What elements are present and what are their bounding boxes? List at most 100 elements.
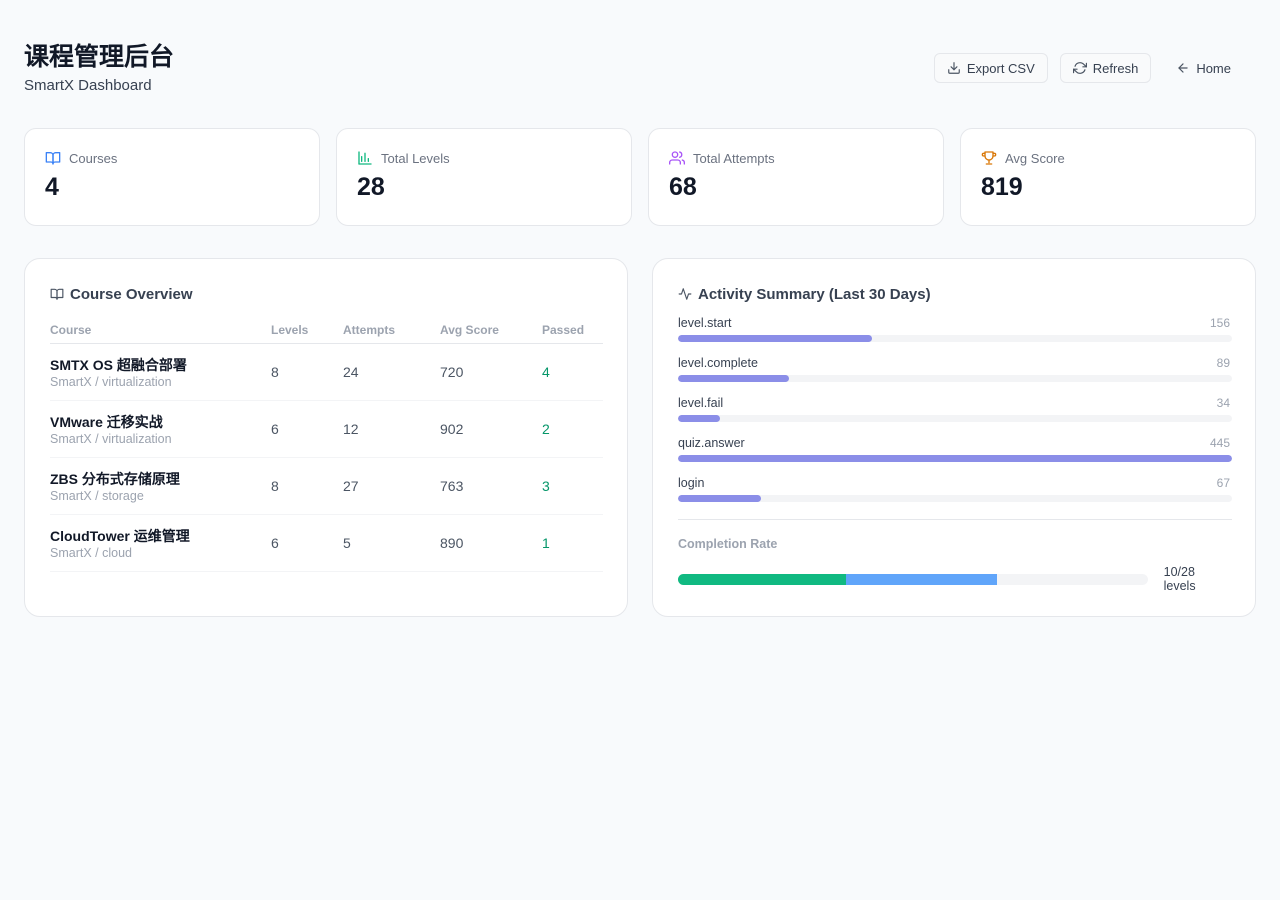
activity-summary-label: Activity Summary (Last 30 Days) [698,285,931,303]
course-attempts: 24 [343,343,440,401]
home-button[interactable]: Home [1163,53,1244,83]
course-attempts: 27 [343,457,440,515]
activity-bar-track [678,495,1232,502]
activity-bar [678,415,721,422]
column-header-course: Course [50,317,271,344]
column-header-avg-score: Avg Score [440,317,542,344]
course-overview-label: Course Overview [70,285,193,303]
stat-label: Courses [69,150,118,166]
course-table: Course Levels Attempts Avg Score Passed … [50,317,603,572]
header-actions: Export CSV Refresh Home [933,53,1244,83]
course-avg-score: 720 [440,343,542,401]
table-row[interactable]: SMTX OS 超融合部署 SmartX / virtualization 8 2… [50,343,603,401]
completion-rate-title: Completion Rate [678,537,778,551]
home-label: Home [1196,60,1231,76]
course-passed: 2 [542,400,603,458]
table-header-row: Course Levels Attempts Avg Score Passed [50,317,603,344]
book-icon [45,152,61,165]
completion-completed-segment [678,573,846,585]
table-row[interactable]: ZBS 分布式存储原理 SmartX / storage 8 27 763 3 [50,457,603,515]
activity-bar [678,335,873,342]
activity-count: 67 [1216,476,1230,490]
refresh-icon [1072,62,1087,74]
stat-label: Avg Score [1005,150,1065,166]
book-icon [50,288,64,300]
activity-item: quiz.answer 445 [678,435,1232,475]
activity-item: level.start 156 [678,315,1232,355]
course-category: SmartX / storage [50,488,144,503]
table-row[interactable]: VMware 迁移实战 SmartX / virtualization 6 12 … [50,400,603,458]
activity-bar [678,495,762,502]
column-header-levels: Levels [271,317,343,344]
column-header-attempts: Attempts [343,317,440,344]
export-csv-button[interactable]: Export CSV [933,53,1048,83]
activity-label: level.complete [678,356,758,370]
course-category: SmartX / virtualization [50,374,172,389]
stat-value: 4 [45,173,59,201]
activity-item: login 67 [678,475,1232,515]
completion-in-progress-segment [845,573,997,585]
stat-value: 68 [669,173,697,201]
stat-card-avg-score: Avg Score 819 [960,128,1256,226]
arrow-left-icon [1178,63,1188,73]
stat-label: Total Attempts [693,150,775,166]
course-category: SmartX / virtualization [50,431,172,446]
activity-list: level.start 156 level.complete 89 level.fa… [678,315,1232,515]
table-row[interactable]: CloudTower 运维管理 SmartX / cloud 6 5 890 1 [50,514,603,572]
activity-item: level.complete 89 [678,355,1232,395]
course-avg-score: 890 [440,514,542,572]
course-attempts: 5 [343,514,440,572]
stat-value: 28 [357,173,385,201]
course-overview-title: Course Overview [50,283,602,305]
course-avg-score: 902 [440,400,542,458]
course-passed: 1 [542,514,603,572]
course-levels: 8 [271,343,343,401]
course-category: SmartX / cloud [50,545,132,560]
activity-count: 89 [1216,356,1230,370]
page-header: 课程管理后台 SmartX Dashboard Export CSV Refre… [24,40,1256,100]
page-subtitle: SmartX Dashboard [24,77,152,94]
course-avg-score: 763 [440,457,542,515]
course-levels: 6 [271,400,343,458]
course-overview-panel: Course Overview Course Levels Attempts A… [24,258,628,617]
export-csv-label: Export CSV [966,60,1035,76]
stat-card-levels: Total Levels 28 [336,128,632,226]
course-passed: 3 [542,457,603,515]
divider [678,519,1232,520]
refresh-label: Refresh [1092,60,1139,76]
course-name: CloudTower 运维管理 [50,527,190,544]
activity-item: level.fail 34 [678,395,1232,435]
trophy-icon [981,151,997,165]
course-name: ZBS 分布式存储原理 [50,470,180,487]
course-name: VMware 迁移实战 [50,413,163,430]
completion-rate-row: 10/28 levels [678,565,1230,593]
activity-bar-track [678,375,1232,382]
course-name: SMTX OS 超融合部署 [50,356,187,373]
activity-bar-track [678,455,1232,462]
page-title: 课程管理后台 [24,43,175,71]
activity-count: 445 [1209,436,1230,450]
column-header-passed: Passed [542,317,603,344]
activity-label: login [678,476,705,490]
completion-progress-bar [678,573,1148,585]
activity-summary-title: Activity Summary (Last 30 Days) [678,283,1230,305]
stat-card-attempts: Total Attempts 68 [648,128,944,226]
stat-card-courses: Courses 4 [24,128,320,226]
activity-count: 156 [1209,316,1230,330]
activity-bar [678,375,789,382]
stat-label: Total Levels [381,150,450,166]
stats-row: Courses 4 Total Levels 28 Total Attempts… [24,128,1256,226]
users-icon [669,151,685,165]
course-attempts: 12 [343,400,440,458]
download-icon [948,62,960,74]
activity-bar [678,455,1232,462]
refresh-button[interactable]: Refresh [1059,53,1152,83]
bar-chart-icon [358,151,372,165]
activity-bar-track [678,335,1232,342]
course-levels: 6 [271,514,343,572]
stat-value: 819 [981,173,1023,201]
activity-label: level.start [678,316,732,330]
activity-bar-track [678,415,1232,422]
activity-summary-panel: Activity Summary (Last 30 Days) level.st… [652,258,1256,617]
activity-icon [678,288,692,300]
